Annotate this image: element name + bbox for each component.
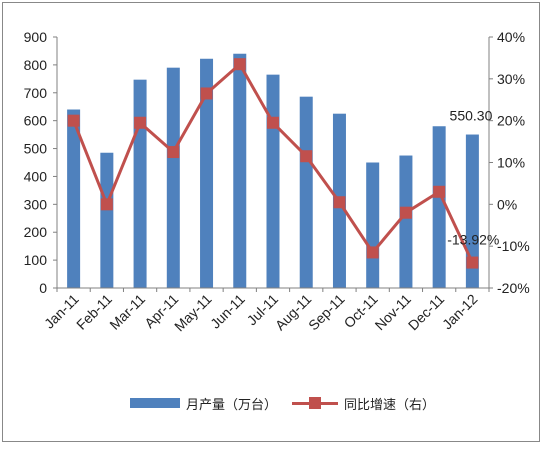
bar-Aug-11 — [299, 96, 313, 288]
bar-Nov-11 — [399, 155, 413, 288]
y-left-tick-label: 800 — [24, 57, 48, 73]
bar-Jun-11 — [233, 53, 247, 288]
y-left-tick-label: 700 — [24, 85, 48, 101]
y-left-tick-label: 900 — [24, 29, 48, 45]
y-left-tick-label: 100 — [24, 252, 48, 268]
legend-label-line: 同比增速（右） — [344, 397, 436, 413]
bar-Jul-11 — [266, 74, 280, 289]
growth-marker-Sep-11 — [333, 196, 346, 209]
x-tick-label: Sep-11 — [305, 291, 348, 334]
y-left-tick-label: 500 — [24, 141, 48, 157]
y-left-tick-label: 200 — [24, 224, 48, 240]
y-right-tick-label: 30% — [497, 71, 525, 87]
growth-marker-Feb-11 — [100, 198, 113, 211]
growth-marker-Jun-11 — [233, 58, 246, 71]
y-right-tick-label: -20% — [497, 280, 530, 296]
x-tick-label: Nov-11 — [372, 291, 415, 334]
y-left-tick-label: 300 — [24, 196, 48, 212]
line-layer — [67, 58, 479, 269]
growth-marker-Oct-11 — [366, 246, 379, 259]
growth-marker-Mar-11 — [134, 116, 147, 129]
bar-Feb-11 — [100, 152, 114, 288]
x-tick-label: Jan-12 — [439, 291, 481, 333]
bar-Jan-12 — [465, 134, 479, 288]
growth-marker-Aug-11 — [300, 150, 313, 163]
axes-layer — [53, 36, 493, 292]
growth-marker-Jan-11 — [67, 114, 80, 127]
bar-Apr-11 — [166, 67, 180, 288]
y-right-tick-label: 0% — [497, 196, 517, 212]
growth-marker-May-11 — [200, 87, 213, 100]
x-tick-label: Aug-11 — [272, 291, 315, 334]
growth-marker-Dec-11 — [433, 185, 446, 198]
bar-May-11 — [200, 58, 214, 289]
bar-Oct-11 — [366, 162, 380, 288]
annotation-last-growth-value: -13.92% — [447, 232, 499, 248]
y-right-tick-label: 40% — [497, 29, 525, 45]
growth-marker-Jul-11 — [267, 116, 279, 129]
legend: 月产量（万台） 同比增速（右） — [0, 392, 544, 414]
y-right-tick-label: 20% — [497, 113, 525, 129]
y-right-tick-label: -10% — [497, 238, 530, 254]
x-tick-label: Mar-11 — [106, 291, 148, 333]
legend-item-bar: 月产量（万台） — [130, 394, 278, 413]
bar-Jan-11 — [67, 109, 81, 288]
x-tick-label: Feb-11 — [73, 291, 115, 333]
growth-marker-Nov-11 — [399, 206, 412, 219]
x-tick-label: May-11 — [171, 291, 215, 335]
legend-line-swatch — [292, 397, 338, 409]
x-tick-label: Dec-11 — [405, 291, 448, 334]
annotation-last-bar-value: 550.30 — [450, 108, 493, 124]
growth-marker-Apr-11 — [167, 146, 180, 159]
legend-item-line: 同比增速（右） — [292, 394, 436, 413]
y-left-tick-label: 400 — [24, 168, 48, 184]
bar-Mar-11 — [133, 79, 147, 288]
y-left-tick-label: 600 — [24, 113, 48, 129]
legend-label-bar: 月产量（万台） — [186, 397, 278, 413]
x-tick-label: Jun-11 — [207, 291, 248, 332]
bars-layer — [67, 53, 479, 289]
growth-marker-Jan-12 — [466, 256, 479, 269]
y-right-tick-label: 10% — [497, 155, 525, 171]
bar-Dec-11 — [432, 126, 446, 288]
y-left-tick-label: 0 — [39, 280, 47, 296]
legend-bar-swatch — [130, 398, 180, 408]
